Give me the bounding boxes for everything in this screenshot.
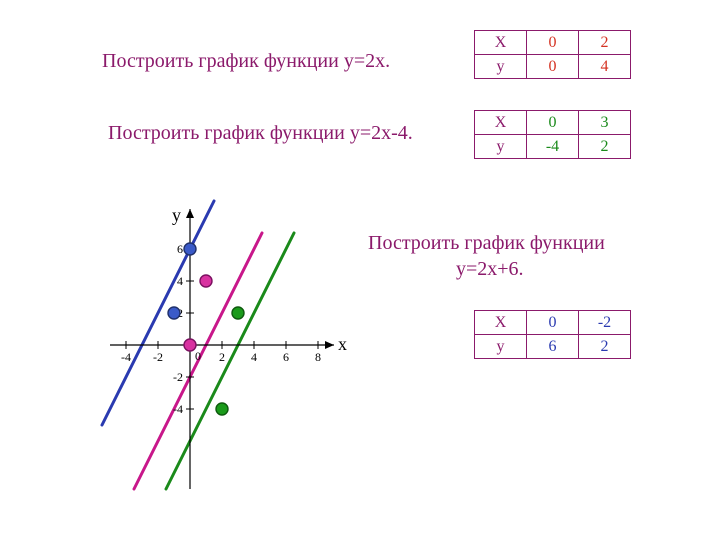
- table-cell: 2: [579, 31, 631, 55]
- x-tick-label: 6: [283, 350, 289, 364]
- table-cell: 4: [579, 55, 631, 79]
- function-line: [102, 201, 214, 425]
- value-table: Х03 у-42: [474, 110, 631, 159]
- data-point: [168, 307, 180, 319]
- caption: Построить график функции: [368, 232, 605, 255]
- table-row-label: у: [475, 135, 527, 159]
- data-point: [232, 307, 244, 319]
- table-cell: -2: [579, 311, 631, 335]
- table-cell: 0: [527, 111, 579, 135]
- x-tick-label: -2: [153, 350, 163, 364]
- x-tick-label: 4: [251, 350, 257, 364]
- y-axis-arrow: [186, 209, 194, 218]
- y-tick-label: -4: [173, 402, 183, 416]
- table-cell: 2: [579, 135, 631, 159]
- x-axis-arrow: [325, 341, 334, 349]
- table-row-label: у: [475, 335, 527, 359]
- table-row-label: Х: [475, 311, 527, 335]
- coordinate-chart: -4-224680-4-2246ху: [70, 190, 340, 510]
- table-cell: 6: [527, 335, 579, 359]
- x-tick-label: -4: [121, 350, 131, 364]
- table-cell: 2: [579, 335, 631, 359]
- y-axis-label: у: [172, 205, 181, 225]
- caption: Построить график функции у=2х-4.: [108, 122, 413, 145]
- table-row-label: у: [475, 55, 527, 79]
- table-cell: -4: [527, 135, 579, 159]
- function-line: [166, 233, 294, 489]
- y-tick-label: -2: [173, 370, 183, 384]
- table-cell: 0: [527, 31, 579, 55]
- table-cell: 3: [579, 111, 631, 135]
- y-tick-label: 6: [177, 242, 183, 256]
- origin-label: 0: [195, 349, 201, 363]
- table-cell: 0: [527, 311, 579, 335]
- caption: у=2х+6.: [456, 258, 524, 281]
- data-point: [200, 275, 212, 287]
- value-table: Х0-2 у62: [474, 310, 631, 359]
- table-row-label: Х: [475, 111, 527, 135]
- x-axis-label: х: [338, 334, 347, 354]
- table-cell: 0: [527, 55, 579, 79]
- data-point: [184, 339, 196, 351]
- value-table: Х02 у04: [474, 30, 631, 79]
- x-tick-label: 2: [219, 350, 225, 364]
- data-point: [184, 243, 196, 255]
- table-row-label: Х: [475, 31, 527, 55]
- caption: Построить график функции у=2х.: [102, 50, 390, 73]
- x-tick-label: 8: [315, 350, 321, 364]
- y-tick-label: 4: [177, 274, 183, 288]
- data-point: [216, 403, 228, 415]
